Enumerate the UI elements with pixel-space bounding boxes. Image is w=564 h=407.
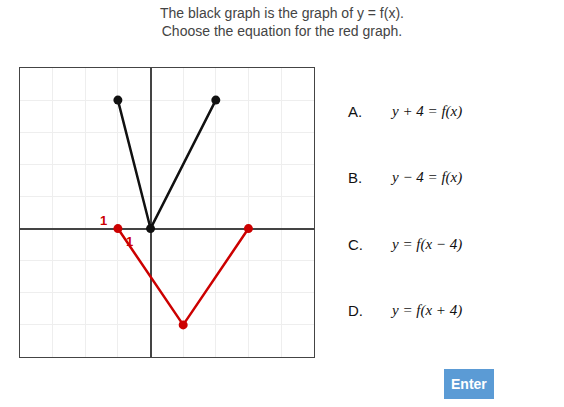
svg-text:y − 4 = f(x): y − 4 = f(x) <box>390 169 462 186</box>
svg-text:A.: A. <box>348 103 362 120</box>
svg-text:D.: D. <box>348 302 363 319</box>
svg-text:The black graph is the graph o: The black graph is the graph of y = f(x)… <box>160 5 404 39</box>
svg-text:B.: B. <box>348 169 362 186</box>
svg-text:y + 4 = f(x): y + 4 = f(x) <box>390 103 462 120</box>
svg-text:1: 1 <box>126 234 133 249</box>
svg-text:y = f(x − 4): y = f(x − 4) <box>390 236 462 253</box>
svg-text:1: 1 <box>100 213 107 228</box>
svg-text:Enter: Enter <box>451 376 487 392</box>
svg-text:y = f(x + 4): y = f(x + 4) <box>390 302 462 319</box>
svg-text:C.: C. <box>348 236 363 253</box>
